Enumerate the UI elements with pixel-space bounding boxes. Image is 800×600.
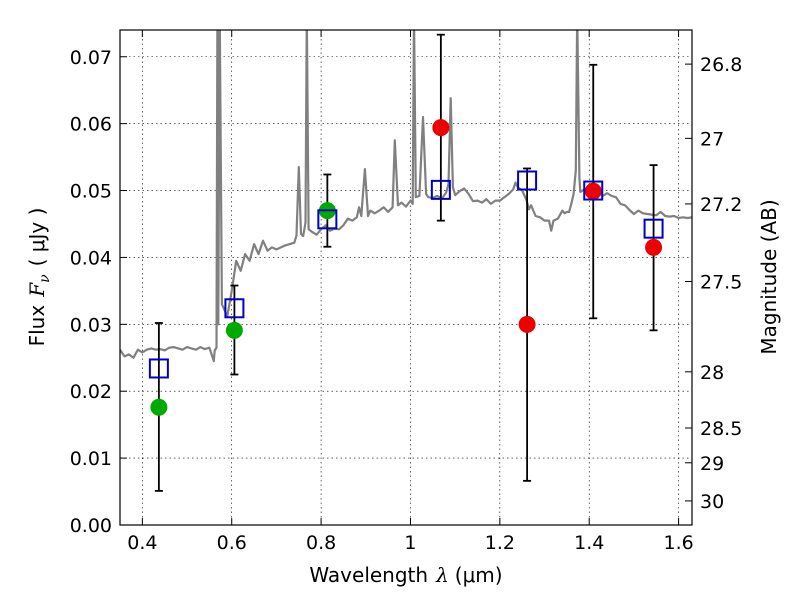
model-flux-square xyxy=(517,170,538,191)
x-tick-label: 0.6 xyxy=(217,532,247,554)
plot-background xyxy=(120,30,692,525)
red-photometry-point xyxy=(584,182,602,200)
y-tick-label: 0.01 xyxy=(70,448,112,470)
y-tick-label: 0.05 xyxy=(70,181,112,203)
error-bars xyxy=(154,33,658,492)
green-photometry-point xyxy=(225,321,243,339)
y-tick-label: 0.03 xyxy=(70,314,112,336)
model-flux-square xyxy=(583,180,604,201)
y2-tick-label: 27 xyxy=(700,128,724,150)
x-axis-label: Wavelength λ (μm) xyxy=(309,563,502,587)
model-flux-square xyxy=(148,358,169,379)
x-tick-label: 1.4 xyxy=(574,532,604,554)
x-tick-label: 1.2 xyxy=(485,532,515,554)
y2-tick-label: 28 xyxy=(700,362,724,384)
y2-tick-label: 27.5 xyxy=(700,272,742,294)
x-tick-label: 0.8 xyxy=(306,532,336,554)
model-flux-square xyxy=(643,218,664,239)
model-flux-square xyxy=(317,209,338,230)
y-axis-label: FluxFν( μJy ) xyxy=(25,208,53,347)
green-photometry-point xyxy=(150,398,168,416)
red-photometry-point xyxy=(645,238,663,256)
y-tick-label: 0.02 xyxy=(70,381,112,403)
y-tick-label: 0.07 xyxy=(70,47,112,69)
spectrum-layer xyxy=(120,30,692,363)
y2-tick-label: 26.8 xyxy=(700,54,742,76)
x-tick-label: 1.6 xyxy=(663,532,693,554)
x-tick-label: 0.4 xyxy=(127,532,157,554)
y-tick-label: 0.00 xyxy=(70,515,112,537)
y-tick-label: 0.06 xyxy=(70,114,112,136)
grid xyxy=(120,30,692,526)
data-markers xyxy=(148,119,664,416)
plot-frame xyxy=(119,29,693,526)
y2-tick-label: 28.5 xyxy=(700,418,742,440)
axis-ticks: 0.4 0.6 0.8 1 1.2 1.4 1.6 0.00 0.01 0.02 0.03 0.04 0… xyxy=(70,30,742,554)
y-tick-label: 0.04 xyxy=(70,247,112,269)
model-spectrum-line xyxy=(120,30,692,363)
y2-tick-label: 30 xyxy=(700,491,724,513)
x-tick-label: 1 xyxy=(404,532,416,554)
y2-tick-label: 29 xyxy=(700,453,724,475)
red-photometry-point xyxy=(518,315,536,333)
red-photometry-point xyxy=(432,119,450,137)
model-flux-square xyxy=(224,298,245,319)
model-flux-square xyxy=(430,179,451,200)
y2-tick-label: 27.2 xyxy=(700,194,742,216)
y2-axis-label: Magnitude (AB) xyxy=(757,199,781,354)
